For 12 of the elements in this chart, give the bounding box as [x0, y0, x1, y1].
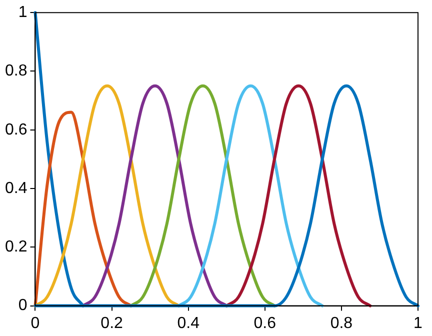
y-tick-label: 0.8 [4, 62, 28, 80]
x-tick-label: 0.6 [254, 314, 276, 332]
x-tick-label: 0.2 [100, 314, 124, 332]
y-tick-label: 1 [18, 4, 28, 22]
y-tick-label: 0 [18, 297, 28, 314]
y-tick-label: 0.6 [4, 121, 28, 138]
x-tick-label: 0.8 [330, 314, 353, 332]
x-tick-label: 0.4 [177, 314, 200, 332]
y-tick-label: 0.2 [4, 238, 28, 256]
x-tick-label: 1 [414, 314, 423, 332]
x-tick-label: 0 [30, 314, 40, 332]
y-tick-label: 0.4 [4, 180, 28, 197]
